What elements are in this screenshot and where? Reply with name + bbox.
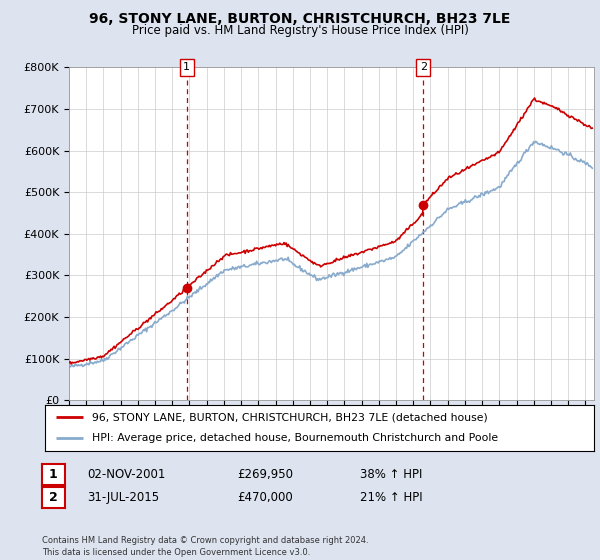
- Text: 1: 1: [183, 62, 190, 72]
- Text: 1: 1: [49, 468, 58, 481]
- Text: Contains HM Land Registry data © Crown copyright and database right 2024.
This d: Contains HM Land Registry data © Crown c…: [42, 536, 368, 557]
- Text: £269,950: £269,950: [237, 468, 293, 481]
- Text: 96, STONY LANE, BURTON, CHRISTCHURCH, BH23 7LE: 96, STONY LANE, BURTON, CHRISTCHURCH, BH…: [89, 12, 511, 26]
- Text: 96, STONY LANE, BURTON, CHRISTCHURCH, BH23 7LE (detached house): 96, STONY LANE, BURTON, CHRISTCHURCH, BH…: [92, 412, 487, 422]
- Text: Price paid vs. HM Land Registry's House Price Index (HPI): Price paid vs. HM Land Registry's House …: [131, 24, 469, 36]
- Text: 2: 2: [419, 62, 427, 72]
- Text: 21% ↑ HPI: 21% ↑ HPI: [360, 491, 422, 504]
- Text: HPI: Average price, detached house, Bournemouth Christchurch and Poole: HPI: Average price, detached house, Bour…: [92, 433, 498, 444]
- Text: 31-JUL-2015: 31-JUL-2015: [87, 491, 159, 504]
- Text: 02-NOV-2001: 02-NOV-2001: [87, 468, 166, 481]
- Text: 38% ↑ HPI: 38% ↑ HPI: [360, 468, 422, 481]
- Text: 2: 2: [49, 491, 58, 504]
- Text: £470,000: £470,000: [237, 491, 293, 504]
